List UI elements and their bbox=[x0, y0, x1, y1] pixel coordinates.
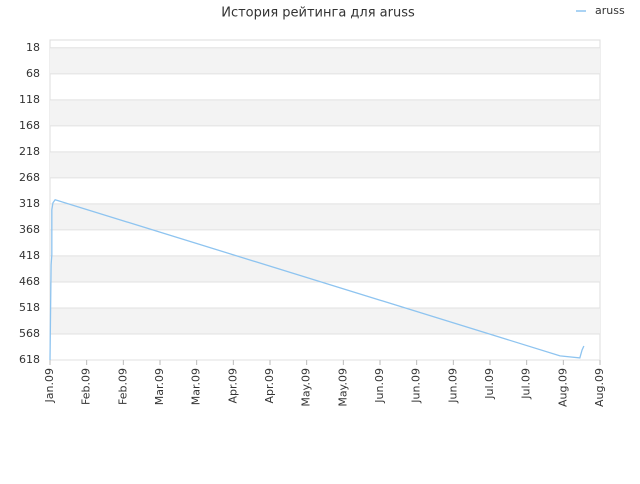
y-tick-label: 318 bbox=[19, 197, 40, 210]
y-tick-label: 418 bbox=[19, 249, 40, 262]
grid-band bbox=[50, 203, 600, 230]
x-tick-label: Apr.09 bbox=[263, 368, 276, 404]
y-tick-label: 118 bbox=[19, 93, 40, 106]
grid-band bbox=[50, 307, 600, 334]
y-tick-label: 518 bbox=[19, 301, 40, 314]
plot-area bbox=[49, 39, 601, 361]
legend-label: aruss bbox=[595, 4, 625, 17]
y-tick-label: 18 bbox=[26, 41, 40, 54]
x-tick-label: Feb.09 bbox=[116, 368, 129, 405]
x-tick-label: Jul.09 bbox=[520, 368, 533, 400]
y-tick-label: 368 bbox=[19, 223, 40, 236]
x-tick-label: May.09 bbox=[300, 368, 313, 407]
y-tick-label: 268 bbox=[19, 171, 40, 184]
x-tick-label: Mar.09 bbox=[190, 368, 203, 405]
chart-title: История рейтинга для aruss bbox=[221, 6, 415, 21]
x-tick-label: Jan.09 bbox=[43, 368, 56, 403]
x-tick-label: Mar.09 bbox=[153, 368, 166, 405]
x-tick-label: Aug.09 bbox=[593, 368, 606, 407]
y-tick-label: 468 bbox=[19, 275, 40, 288]
y-tick-label: 568 bbox=[19, 327, 40, 340]
line bbox=[49, 198, 585, 361]
x-tick-label: Jun.09 bbox=[373, 368, 386, 404]
y-tick-label: 218 bbox=[19, 145, 40, 158]
x-tick-label: Apr.09 bbox=[226, 368, 239, 404]
y-tick-label: 168 bbox=[19, 119, 40, 132]
x-tick-label: Jun.09 bbox=[410, 368, 423, 404]
y-tick-label: 68 bbox=[26, 67, 40, 80]
y-tick-label: 618 bbox=[19, 353, 40, 366]
grid-band bbox=[50, 47, 600, 74]
x-tick-label: Jun.09 bbox=[446, 368, 459, 404]
grid-band bbox=[50, 255, 600, 282]
grid-band bbox=[50, 151, 600, 178]
x-tick-label: May.09 bbox=[336, 368, 349, 407]
x-tick-label: Feb.09 bbox=[80, 368, 93, 405]
x-tick-label: Aug.09 bbox=[556, 368, 569, 407]
x-tick-label: Jul.09 bbox=[483, 368, 496, 400]
grid-band bbox=[50, 99, 600, 126]
